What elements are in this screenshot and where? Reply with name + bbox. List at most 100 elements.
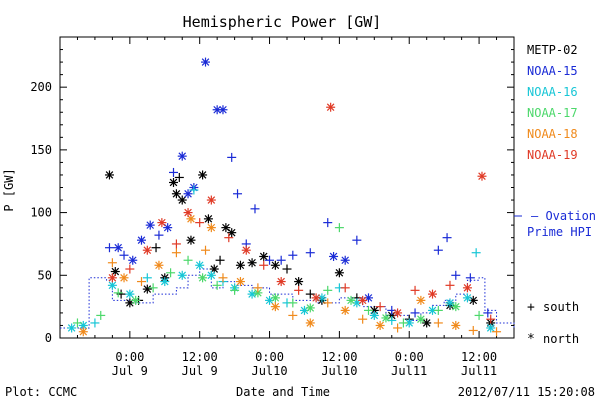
marker-noaa-18 (253, 283, 263, 293)
legend-entry-noaa-15: NOAA-15 (527, 64, 578, 78)
marker-metp-02 (186, 235, 196, 245)
marker-noaa-18 (206, 223, 216, 233)
marker-noaa-15 (433, 245, 443, 255)
marker-noaa-18 (323, 298, 333, 308)
marker-noaa-18 (78, 327, 88, 337)
footer-right: 2012/07/11 15:20:08 (458, 385, 595, 399)
marker-noaa-18 (451, 320, 461, 330)
marker-noaa-18 (305, 318, 315, 328)
marker-metp-02 (215, 255, 225, 265)
ovation-hpi-line (60, 268, 515, 329)
x-tick-date-label: Jul 9 (182, 364, 218, 378)
marker-noaa-19 (358, 295, 368, 305)
marker-noaa-17 (381, 313, 391, 323)
marker-noaa-16 (67, 323, 77, 333)
marker-noaa-17 (96, 310, 106, 320)
marker-noaa-19 (410, 285, 420, 295)
marker-noaa-17 (131, 295, 141, 305)
marker-noaa-15 (128, 255, 138, 265)
marker-noaa-19 (206, 195, 216, 205)
marker-noaa-17 (398, 318, 408, 328)
marker-noaa-18 (433, 318, 443, 328)
marker-noaa-17 (363, 305, 373, 315)
marker-noaa-15 (352, 235, 362, 245)
marker-metp-02 (334, 268, 344, 278)
y-tick-label: 200 (30, 80, 52, 94)
marker-noaa-15 (329, 251, 339, 261)
marker-metp-02 (247, 258, 257, 268)
marker-noaa-19 (171, 239, 181, 249)
marker-noaa-17 (166, 268, 176, 278)
marker-noaa-17 (334, 223, 344, 233)
ovation-legend-label-2: Prime HPI (527, 225, 592, 239)
marker-noaa-19 (125, 264, 135, 274)
marker-metp-02 (282, 264, 292, 274)
marker-noaa-17 (433, 305, 443, 315)
footer-left: Plot: CCMC (5, 385, 77, 399)
marker-noaa-19 (393, 308, 403, 318)
marker-noaa-17 (230, 285, 240, 295)
chart-title: Hemispheric Power [GW] (183, 13, 382, 31)
marker-metp-02 (270, 260, 280, 270)
marker-noaa-19 (340, 283, 350, 293)
marker-noaa-15 (451, 270, 461, 280)
marker-metp-02 (142, 284, 152, 294)
marker-noaa-15 (288, 250, 298, 260)
marker-noaa-15 (233, 189, 243, 199)
x-tick-time-label: 0:00 (395, 350, 424, 364)
marker-noaa-18 (136, 277, 146, 287)
marker-noaa-17 (305, 303, 315, 313)
marker-noaa-15 (483, 308, 493, 318)
marker-noaa-19 (294, 285, 304, 295)
legend-entry-metp-02: METP-02 (527, 43, 578, 57)
marker-noaa-19 (241, 245, 251, 255)
marker-noaa-18 (154, 260, 164, 270)
marker-noaa-15 (177, 151, 187, 161)
marker-noaa-19 (477, 171, 487, 181)
marker-noaa-17 (183, 255, 193, 265)
marker-metp-02 (171, 189, 181, 199)
marker-metp-02 (259, 251, 269, 261)
marker-noaa-16 (462, 293, 472, 303)
marker-noaa-15 (201, 57, 211, 67)
marker-noaa-15 (410, 308, 420, 318)
marker-noaa-15 (113, 243, 123, 253)
legend: METP-02 NOAA-15 NOAA-16 NOAA-17 NOAA-18 NOAA-… (514, 43, 578, 217)
x-tick-date-label: Jul10 (251, 364, 287, 378)
y-tick-label: 50 (38, 268, 52, 282)
marker-noaa-18 (270, 302, 280, 312)
marker-noaa-19 (445, 280, 455, 290)
marker-noaa-19 (107, 273, 117, 283)
marker-noaa-17 (72, 318, 82, 328)
legend-entry-noaa-18: NOAA-18 (527, 127, 578, 141)
legend-entry-noaa-17: NOAA-17 (527, 106, 578, 120)
x-tick-date-label: Jul10 (321, 364, 357, 378)
marker-noaa-17 (346, 295, 356, 305)
marker-noaa-15 (265, 255, 275, 265)
marker-noaa-15 (305, 248, 315, 258)
legend-north-label: north (543, 332, 579, 346)
marker-metp-02 (422, 318, 432, 328)
marker-noaa-18 (492, 327, 502, 337)
marker-noaa-18 (340, 305, 350, 315)
marker-metp-02 (198, 170, 208, 180)
marker-noaa-19 (195, 218, 205, 228)
marker-noaa-18 (416, 295, 426, 305)
marker-noaa-16 (107, 280, 117, 290)
legend-entry-noaa-16: NOAA-16 (527, 85, 578, 99)
marker-noaa-17 (451, 302, 461, 312)
marker-noaa-15 (442, 233, 452, 243)
marker-noaa-15 (154, 230, 164, 240)
marker-metp-02 (174, 172, 184, 182)
marker-metp-02 (177, 195, 187, 205)
marker-metp-02 (169, 177, 178, 187)
marker-noaa-17 (113, 288, 123, 298)
marker-metp-02 (151, 243, 161, 253)
marker-noaa-19 (462, 283, 472, 293)
marker-metp-02 (203, 214, 213, 224)
marker-noaa-19 (157, 218, 167, 228)
marker-noaa-15 (323, 218, 333, 228)
marker-noaa-18 (171, 248, 181, 258)
marker-noaa-18 (107, 258, 117, 268)
